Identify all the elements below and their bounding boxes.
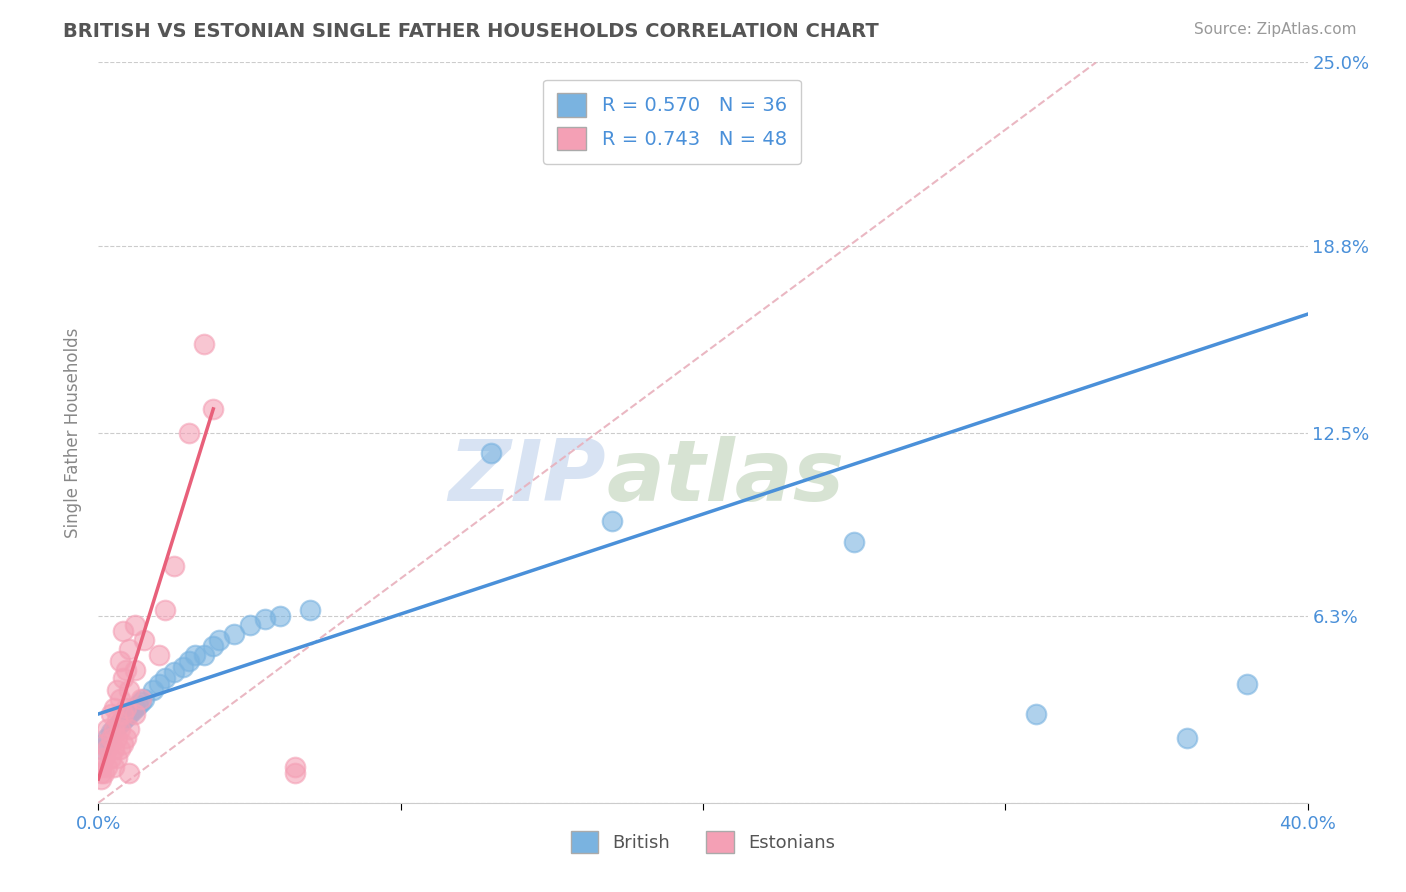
Point	[108, 742, 131, 756]
Point	[118, 722, 141, 736]
Point	[124, 618, 146, 632]
Point	[1024, 706, 1046, 721]
Point	[132, 632, 155, 647]
Point	[163, 558, 186, 573]
Point	[179, 425, 201, 440]
Point	[105, 713, 128, 727]
Point	[100, 724, 122, 739]
Point	[105, 751, 128, 765]
Point	[103, 760, 125, 774]
Point	[269, 609, 291, 624]
Point	[148, 648, 170, 662]
Point	[193, 336, 215, 351]
Point	[103, 722, 125, 736]
Point	[96, 731, 118, 745]
Point	[284, 766, 307, 780]
Point	[90, 760, 112, 774]
Point	[90, 766, 112, 780]
Point	[299, 603, 322, 617]
Point	[108, 715, 131, 730]
Text: BRITISH VS ESTONIAN SINGLE FATHER HOUSEHOLDS CORRELATION CHART: BRITISH VS ESTONIAN SINGLE FATHER HOUSEH…	[63, 22, 879, 41]
Point	[253, 612, 276, 626]
Point	[193, 648, 215, 662]
Point	[153, 672, 176, 686]
Legend: British, Estonians: British, Estonians	[564, 824, 842, 861]
Point	[118, 683, 141, 698]
Point	[114, 663, 136, 677]
Point	[132, 692, 155, 706]
Point	[124, 706, 146, 721]
Point	[179, 654, 201, 668]
Point	[172, 659, 194, 673]
Text: ZIP: ZIP	[449, 435, 606, 518]
Point	[153, 603, 176, 617]
Point	[100, 731, 122, 745]
Point	[118, 706, 141, 721]
Point	[103, 701, 125, 715]
Text: atlas: atlas	[606, 435, 845, 518]
Point	[100, 706, 122, 721]
Point	[96, 722, 118, 736]
Point	[111, 672, 134, 686]
Y-axis label: Single Father Households: Single Father Households	[65, 327, 83, 538]
Point	[93, 751, 115, 765]
Point	[111, 706, 134, 721]
Point	[118, 766, 141, 780]
Point	[100, 751, 122, 765]
Point	[114, 731, 136, 745]
Point	[284, 760, 307, 774]
Point	[844, 535, 866, 549]
Point	[114, 710, 136, 724]
Point	[124, 701, 146, 715]
Point	[90, 772, 112, 786]
Point	[93, 766, 115, 780]
Point	[108, 722, 131, 736]
Point	[93, 737, 115, 751]
Point	[184, 648, 207, 662]
Point	[208, 632, 231, 647]
Point	[96, 760, 118, 774]
Point	[481, 446, 503, 460]
Point	[108, 654, 131, 668]
Point	[142, 683, 165, 698]
Point	[118, 641, 141, 656]
Point	[111, 624, 134, 638]
Point	[93, 737, 115, 751]
Point	[127, 698, 149, 712]
Point	[108, 692, 131, 706]
Point	[114, 701, 136, 715]
Point	[105, 683, 128, 698]
Point	[202, 639, 225, 653]
Point	[121, 704, 143, 718]
Point	[163, 665, 186, 680]
Point	[103, 742, 125, 756]
Point	[90, 742, 112, 756]
Point	[602, 515, 624, 529]
Point	[224, 627, 246, 641]
Point	[1236, 677, 1258, 691]
Point	[148, 677, 170, 691]
Point	[124, 663, 146, 677]
Point	[105, 731, 128, 745]
Point	[202, 401, 225, 416]
Point	[96, 742, 118, 756]
Point	[129, 695, 152, 709]
Point	[239, 618, 262, 632]
Point	[111, 713, 134, 727]
Point	[105, 719, 128, 733]
Text: Source: ZipAtlas.com: Source: ZipAtlas.com	[1194, 22, 1357, 37]
Point	[111, 737, 134, 751]
Point	[1175, 731, 1198, 745]
Point	[103, 722, 125, 736]
Point	[129, 692, 152, 706]
